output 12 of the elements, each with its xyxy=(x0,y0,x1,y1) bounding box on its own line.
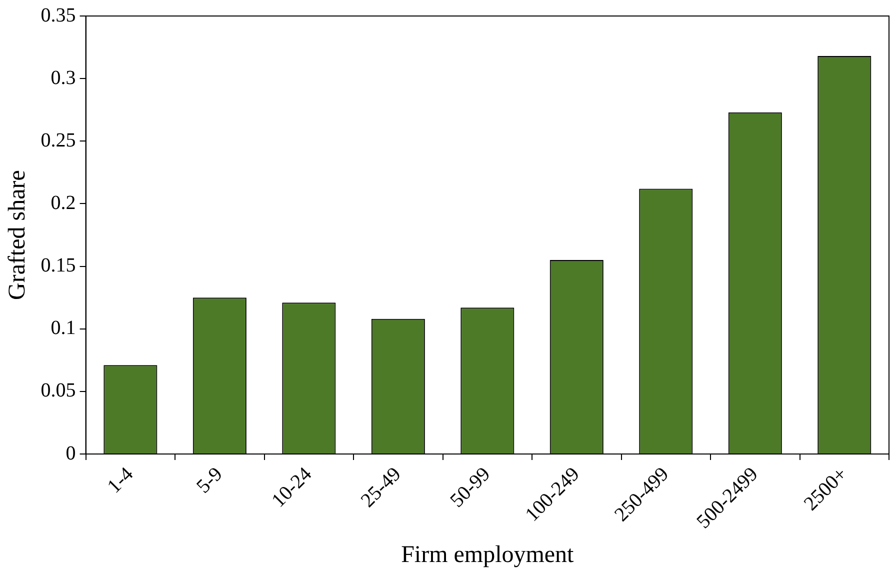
x-axis-title: Firm employment xyxy=(401,542,574,568)
y-tick-label: 0.3 xyxy=(50,66,76,89)
y-axis-title: Grafted share xyxy=(4,170,31,300)
y-tick-label: 0.1 xyxy=(50,317,76,340)
y-tick-label: 0.35 xyxy=(40,4,76,26)
x-tick-label: 5-9 xyxy=(192,463,227,498)
x-tick-label: 1-4 xyxy=(103,463,138,498)
y-tick-label: 0.2 xyxy=(50,192,76,214)
y-tick-label: 0.25 xyxy=(40,129,76,152)
y-tick-label: 0 xyxy=(66,442,76,464)
y-tick-label: 0.05 xyxy=(40,380,76,402)
y-tick-label: 0.15 xyxy=(40,254,76,277)
